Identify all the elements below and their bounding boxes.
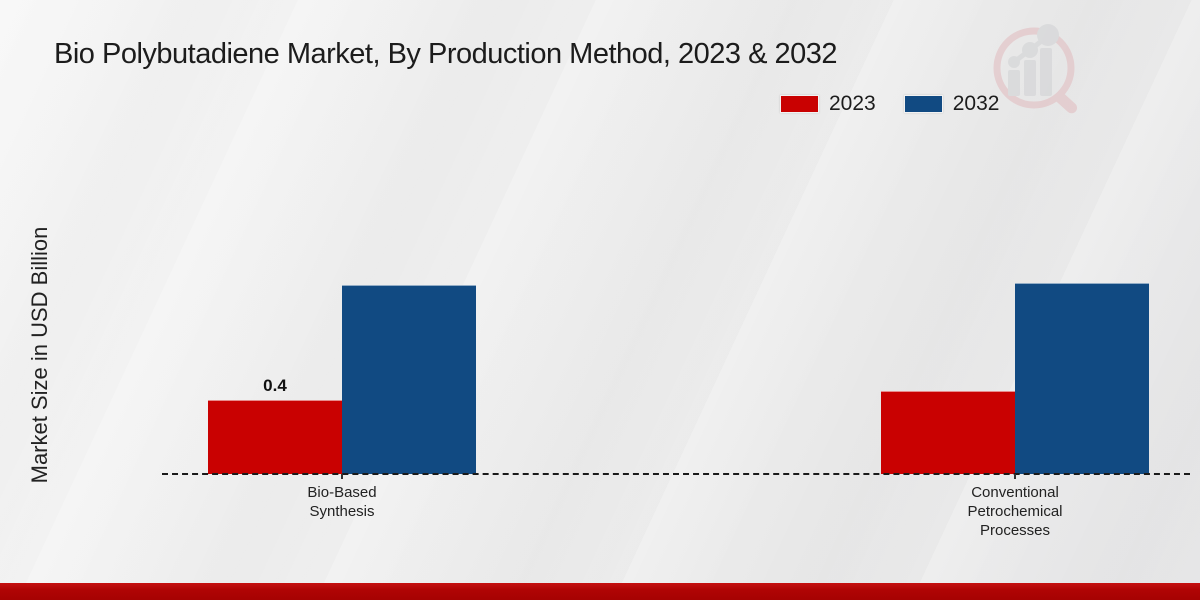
legend: 2023 2032	[780, 92, 999, 116]
legend-swatch-2032	[903, 95, 943, 113]
legend-item-2023: 2023	[780, 92, 876, 116]
x-axis-category-label-conventional-petrochemical-processes: Conventional Petrochemical Processes	[967, 484, 1063, 539]
legend-label: 2032	[952, 92, 1000, 115]
legend-label: 2023	[829, 92, 876, 115]
market-research-logo-icon	[993, 24, 1078, 114]
x-axis-baseline	[162, 473, 1190, 475]
x-axis-tick	[1014, 474, 1016, 479]
bar-2023-bio-based-synthesis	[208, 400, 342, 474]
bar-2032-bio-based-synthesis	[342, 285, 476, 474]
chart-title: Bio Polybutadiene Market, By Production …	[54, 38, 838, 70]
bar-2023-conventional-petrochemical-processes	[881, 391, 1015, 474]
x-axis-tick	[341, 474, 343, 479]
legend-swatch-2023	[780, 95, 819, 113]
bar-value-label: 0.4	[263, 376, 287, 395]
bar-2032-conventional-petrochemical-processes	[1015, 283, 1149, 474]
x-axis-category-label-bio-based-synthesis: Bio-Based Synthesis	[307, 484, 377, 520]
footer-red-band	[0, 583, 1200, 600]
legend-item-2032: 2032	[903, 92, 1000, 116]
